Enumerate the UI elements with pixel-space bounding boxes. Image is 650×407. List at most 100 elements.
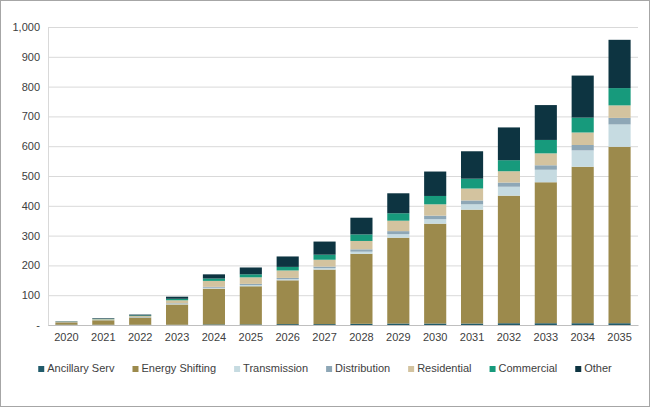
- legend-item: Energy Shifting: [132, 362, 216, 374]
- bar-segment: [314, 270, 336, 325]
- bar-segment: [424, 204, 446, 215]
- bar-segment: [387, 324, 409, 325]
- x-tick-label: 2022: [128, 331, 152, 343]
- bar-segment: [277, 279, 299, 280]
- legend-item: Transmission: [234, 362, 308, 374]
- bar-segment: [535, 140, 557, 153]
- bar-segment: [535, 170, 557, 183]
- legend-label: Transmission: [243, 362, 308, 374]
- bar-segment: [572, 76, 594, 118]
- series-bars: [55, 147, 630, 325]
- legend-swatch: [490, 366, 496, 372]
- y-tick-label: 900: [22, 51, 40, 63]
- legend-swatch: [38, 366, 44, 372]
- bar-segment: [609, 124, 631, 146]
- y-tick-label: 700: [22, 110, 40, 122]
- bar-segment: [203, 279, 225, 281]
- bar-segment: [424, 324, 446, 325]
- bar-segment: [609, 88, 631, 105]
- bar-segment: [498, 196, 520, 324]
- bar-segment: [92, 319, 114, 320]
- bar-segment: [609, 40, 631, 88]
- bar-segment: [55, 322, 77, 323]
- y-tick: 100: [22, 289, 48, 301]
- bar-segment: [387, 213, 409, 220]
- bar-segment: [55, 321, 77, 322]
- bar-segment: [277, 256, 299, 266]
- bar-segment: [55, 321, 77, 322]
- bar-segment: [203, 281, 225, 287]
- series-bars: [55, 88, 630, 322]
- x-tick-label: 2027: [312, 331, 336, 343]
- bar-segment: [92, 319, 114, 320]
- y-tick-label: 800: [22, 81, 40, 93]
- bar-segment: [350, 218, 372, 235]
- bar-segment: [498, 160, 520, 171]
- bar-segment: [314, 255, 336, 260]
- bar-segment: [498, 171, 520, 182]
- bar-segment: [461, 200, 483, 204]
- x-tick-label: 2035: [607, 331, 631, 343]
- bar-segment: [277, 267, 299, 271]
- x-tick-label: 2024: [202, 331, 226, 343]
- y-tick: 500: [22, 170, 48, 182]
- y-tick: 700: [22, 110, 48, 122]
- bar-segment: [498, 187, 520, 196]
- bar-segment: [387, 238, 409, 324]
- bar-segment: [166, 300, 188, 303]
- bar-segment: [424, 219, 446, 223]
- grid-line: [48, 57, 638, 58]
- bar-segment: [92, 318, 114, 319]
- bar-segment: [609, 118, 631, 125]
- bar-segment: [277, 280, 299, 324]
- y-axis-line: [48, 28, 49, 326]
- bar-segment: [424, 216, 446, 220]
- bar-segment: [535, 165, 557, 169]
- bar-segment: [461, 204, 483, 209]
- y-tick-label: 1,000: [12, 21, 40, 33]
- x-tick-label: 2034: [570, 331, 594, 343]
- y-tick-label: 400: [22, 200, 40, 212]
- x-tick-label: 2031: [460, 331, 484, 343]
- bar-segment: [240, 277, 262, 284]
- x-tick-label: 2026: [275, 331, 299, 343]
- bar-segment: [461, 324, 483, 325]
- bar-segment: [55, 321, 77, 322]
- series-bars: [55, 40, 630, 322]
- bar-segment: [240, 284, 262, 285]
- bar-segment: [314, 267, 336, 268]
- bar-segment: [572, 167, 594, 323]
- x-tick: 2031: [460, 325, 484, 343]
- bar-segment: [424, 224, 446, 324]
- bar-segment: [129, 315, 151, 317]
- bar-segment: [387, 234, 409, 238]
- y-tick: -: [36, 319, 48, 331]
- bar-segment: [572, 150, 594, 166]
- bar-segment: [277, 270, 299, 277]
- bar-segment: [387, 231, 409, 234]
- bars: [55, 40, 630, 325]
- bar-segment: [461, 189, 483, 201]
- x-tick: 2021: [91, 325, 115, 343]
- legend-item: Distribution: [326, 362, 390, 374]
- bar-segment: [461, 151, 483, 178]
- bar-segment: [240, 274, 262, 277]
- y-tick: 900: [22, 51, 48, 63]
- grid: [48, 28, 638, 326]
- chart-frame: [1, 1, 650, 407]
- legend-label: Other: [584, 362, 612, 374]
- bar-segment: [572, 145, 594, 150]
- bar-segment: [609, 323, 631, 325]
- legend-swatch: [575, 366, 581, 372]
- bar-segment: [203, 287, 225, 289]
- bar-segment: [129, 318, 151, 325]
- y-tick-label: -: [36, 319, 40, 331]
- bar-segment: [92, 319, 114, 321]
- legend-item: Ancillary Serv: [38, 362, 115, 374]
- x-tick-label: 2029: [386, 331, 410, 343]
- bar-segment: [203, 274, 225, 278]
- bar-segment: [240, 286, 262, 324]
- bar-segment: [535, 323, 557, 325]
- x-tick-label: 2023: [165, 331, 189, 343]
- bar-segment: [240, 285, 262, 286]
